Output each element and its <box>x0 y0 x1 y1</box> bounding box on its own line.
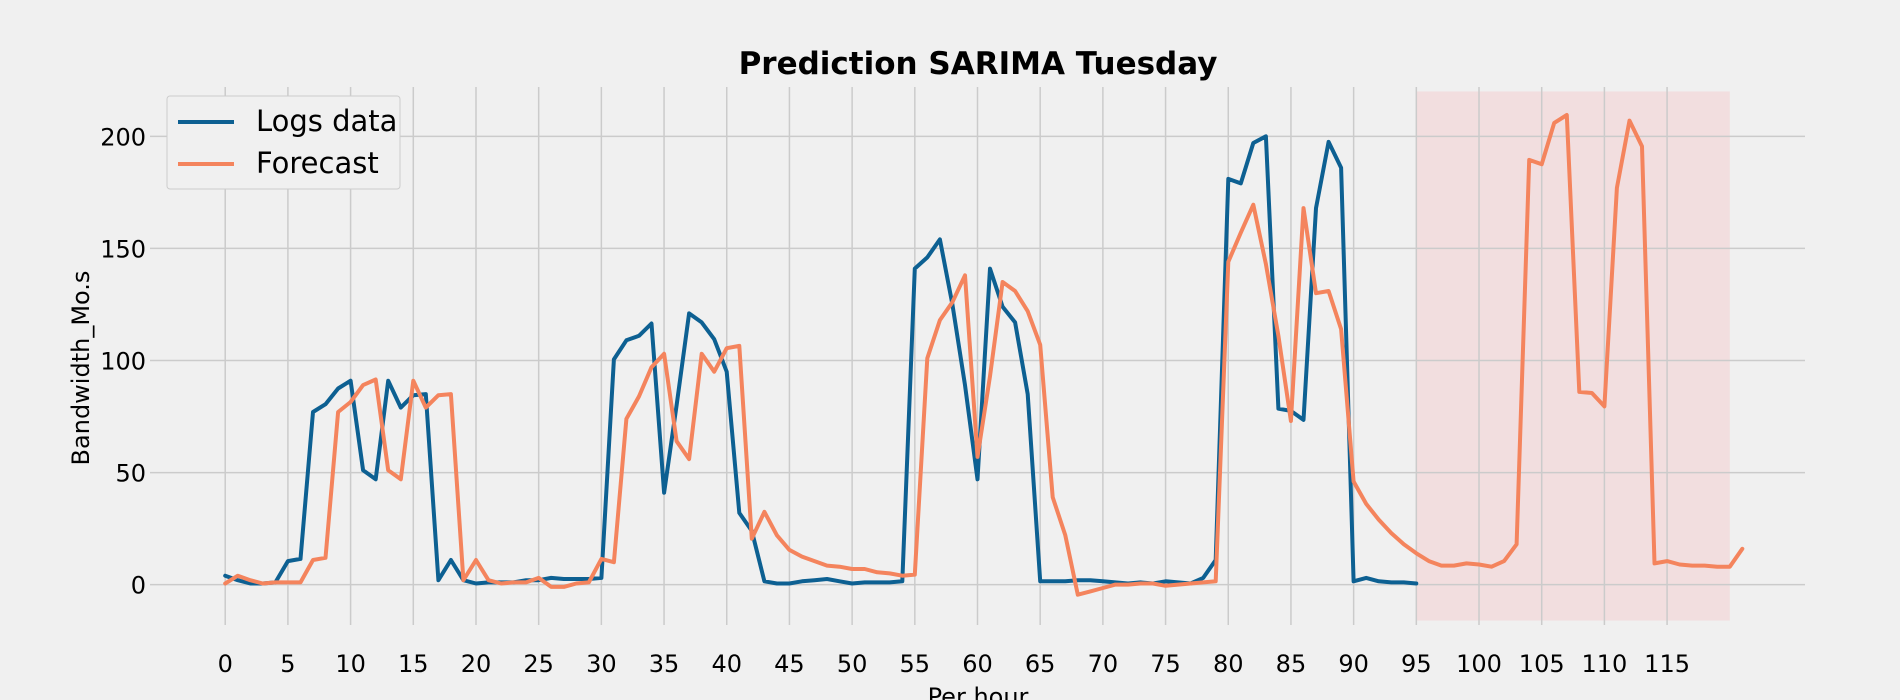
x-tick-label-0: 0 <box>218 650 233 678</box>
x-tick-label-35: 35 <box>649 650 680 678</box>
x-tick-label-65: 65 <box>1025 650 1056 678</box>
x-tick-label-45: 45 <box>774 650 805 678</box>
x-tick-label-85: 85 <box>1276 650 1307 678</box>
x-tick-label-30: 30 <box>586 650 617 678</box>
x-tick-label-15: 15 <box>398 650 429 678</box>
y-axis-label: Bandwidth_Mo.s <box>67 271 95 466</box>
x-tick-label-75: 75 <box>1150 650 1181 678</box>
y-tick-label-100: 100 <box>100 347 146 375</box>
y-tick-label-200: 200 <box>100 123 146 151</box>
legend-label-logs-data: Logs data <box>256 104 397 138</box>
x-axis-label: Per hour <box>928 683 1029 700</box>
x-tick-label-20: 20 <box>461 650 492 678</box>
x-tick-label-55: 55 <box>900 650 931 678</box>
x-tick-label-60: 60 <box>962 650 993 678</box>
chart-title: Prediction SARIMA Tuesday <box>739 46 1218 82</box>
forecast-region-band <box>1416 91 1730 621</box>
x-tick-label-10: 10 <box>335 650 366 678</box>
x-tick-label-40: 40 <box>711 650 742 678</box>
legend: Logs data Forecast <box>166 95 401 190</box>
forecast-region <box>1416 91 1730 621</box>
x-tick-label-90: 90 <box>1338 650 1369 678</box>
x-tick-label-115: 115 <box>1644 650 1690 678</box>
y-tick-label-50: 50 <box>115 460 146 488</box>
tick-labels: 0 5 10 15 20 25 30 35 40 45 50 55 60 65 70 75 80 85 90 95 10… <box>100 123 1690 678</box>
x-tick-label-50: 50 <box>837 650 868 678</box>
series-line-forecast <box>223 113 1745 597</box>
x-tick-label-80: 80 <box>1213 650 1244 678</box>
y-tick-label-0: 0 <box>131 572 146 600</box>
x-tick-label-70: 70 <box>1088 650 1119 678</box>
x-tick-label-95: 95 <box>1401 650 1432 678</box>
x-tick-label-100: 100 <box>1456 650 1502 678</box>
series-lines <box>223 113 1745 597</box>
x-tick-label-110: 110 <box>1581 650 1627 678</box>
x-tick-label-25: 25 <box>523 650 554 678</box>
legend-label-forecast: Forecast <box>256 146 379 180</box>
y-tick-label-150: 150 <box>100 235 146 263</box>
x-tick-label-5: 5 <box>280 650 295 678</box>
x-tick-label-105: 105 <box>1519 650 1565 678</box>
